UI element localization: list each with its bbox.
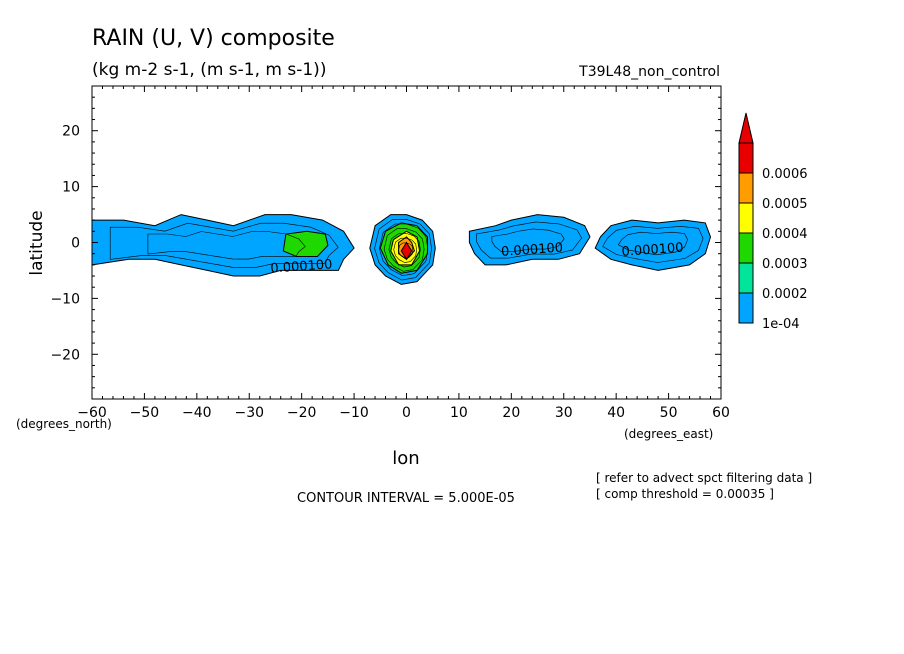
contour-line-west-band-0	[109, 222, 339, 268]
legend-label: 0.0005	[762, 197, 808, 212]
note-threshold: [ comp threshold = 0.00035 ]	[596, 487, 774, 501]
x-tick-label: 60	[712, 405, 730, 421]
y-tick-label: −10	[50, 291, 80, 307]
legend-label: 0.0006	[762, 167, 808, 182]
contour-line-center-1	[374, 219, 432, 281]
color-legend: 1e-04 0.0002 0.0003 0.0004 0.0005 0.0006	[738, 112, 808, 332]
y-tick-label: 20	[62, 124, 80, 140]
contour-region-center-peak	[400, 241, 413, 261]
note-filter: [ refer to advect spct filtering data ]	[596, 471, 812, 485]
x-tick-label: 50	[660, 405, 678, 421]
contour-line-east-band-0	[602, 225, 704, 263]
x-tick-label: −30	[234, 405, 264, 421]
contour-line-center-6	[398, 242, 414, 259]
contour-line-west-band-1	[147, 231, 306, 260]
legend-swatch	[738, 202, 754, 234]
contour-lines	[109, 219, 704, 281]
legend-label: 0.0003	[762, 257, 808, 272]
contour-region-mid-band	[468, 214, 591, 266]
contour-line-center-3	[383, 228, 425, 272]
contour-line-center-4	[388, 233, 421, 268]
x-tick-label: 20	[502, 405, 520, 421]
x-tick-label: 40	[607, 405, 625, 421]
contour-label: 0.000100	[270, 257, 333, 276]
contour-line-center-2	[378, 223, 429, 277]
contour-fills	[91, 214, 712, 285]
x-tick-label: −50	[130, 405, 160, 421]
legend-label: 0.0004	[762, 227, 808, 242]
axis-ticks	[91, 86, 722, 399]
legend-swatch	[738, 232, 754, 264]
contour-labels: 0.000100 0.000100 0.000100	[270, 241, 684, 277]
y-tick-label: 10	[62, 180, 80, 196]
axis-tick-labels: −60 −50 −40 −30 −20 −10 0 10 20 30 40 50 60 −20 −10 0 10…	[50, 124, 729, 421]
legend-swatch	[738, 292, 754, 324]
x-axis-units: (degrees_east)	[624, 427, 713, 441]
legend-swatch	[738, 172, 754, 204]
contour-line-mid-band-0	[476, 221, 582, 259]
x-axis-label: lon	[392, 448, 419, 469]
x-tick-label: −10	[339, 405, 369, 421]
legend-label: 0.0002	[762, 287, 808, 302]
x-tick-label: 0	[402, 405, 411, 421]
x-tick-label: 10	[450, 405, 468, 421]
experiment-label: T39L48_non_control	[578, 64, 720, 80]
chart-title: RAIN (U, V) composite	[92, 26, 335, 51]
legend-swatch	[738, 262, 754, 294]
legend-swatch	[738, 142, 754, 174]
contour-label: 0.000100	[501, 241, 564, 260]
contour-line-mid-band-1	[491, 228, 565, 252]
y-tick-label: 0	[71, 236, 80, 252]
x-tick-label: −40	[182, 405, 212, 421]
y-axis-units: (degrees_north)	[16, 417, 112, 431]
legend-arrow	[738, 112, 754, 144]
contour-interval: CONTOUR INTERVAL = 5.000E-05	[297, 491, 515, 506]
x-tick-label: 30	[555, 405, 573, 421]
contour-line-east-band-1	[617, 231, 688, 256]
legend-label: 1e-04	[762, 317, 800, 332]
y-tick-label: −20	[50, 347, 80, 363]
x-tick-label: −60	[77, 405, 107, 421]
contour-region-east-band	[594, 219, 712, 271]
contour-label: 0.000100	[621, 241, 684, 260]
y-axis-label: latitude	[27, 210, 47, 275]
contour-line-center-5	[393, 237, 417, 263]
chart-subtitle: (kg m-2 s-1, (m s-1, m s-1))	[92, 60, 326, 80]
contour-region-west-core	[282, 230, 329, 257]
x-tick-label: −20	[287, 405, 317, 421]
